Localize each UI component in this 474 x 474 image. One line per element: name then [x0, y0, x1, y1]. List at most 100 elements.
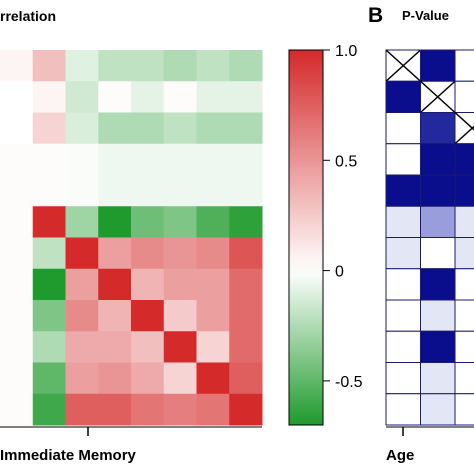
heatmap-cell — [65, 175, 99, 207]
pvalue-cell — [385, 174, 421, 207]
pvalue-cell — [420, 143, 456, 176]
heatmap-cell — [32, 143, 66, 176]
heatmap-cell — [131, 143, 165, 176]
heatmap-cell — [32, 331, 66, 363]
heatmap-cell — [65, 206, 99, 238]
heatmap-cell — [0, 362, 34, 395]
heatmap-cell — [98, 81, 132, 113]
heatmap-cell — [32, 206, 66, 238]
heatmap-cell — [131, 206, 165, 238]
pvalue-cell — [385, 237, 421, 270]
heatmap-cell — [229, 143, 263, 176]
heatmap-cell — [131, 393, 165, 426]
pvalue-cell — [385, 299, 421, 332]
heatmap-cell — [98, 237, 132, 270]
correlation-heatmap — [0, 50, 263, 426]
pvalue-cell — [420, 237, 456, 270]
heatmap-cell — [32, 268, 66, 301]
heatmap-cell — [196, 362, 230, 395]
heatmap-cell — [196, 81, 230, 113]
heatmap-cell — [65, 300, 99, 332]
heatmap-cell — [131, 112, 165, 145]
colorbar-tick-label: -0.5 — [335, 374, 363, 391]
pvalue-cell — [385, 112, 421, 145]
pvalue-cell — [385, 330, 421, 363]
heatmap-cell — [0, 268, 34, 301]
heatmap-cell — [65, 237, 99, 270]
heatmap-cell — [65, 50, 99, 82]
heatmap-cell — [196, 237, 230, 270]
heatmap-cell — [0, 331, 34, 363]
heatmap-cell — [98, 112, 132, 145]
pvalue-cell — [385, 205, 421, 238]
heatmap-cell — [163, 50, 197, 82]
heatmap-cell — [98, 331, 132, 363]
heatmap-cell — [163, 81, 197, 113]
heatmap-cell — [196, 175, 230, 207]
pvalue-heatmap — [385, 49, 474, 426]
heatmap-cell — [65, 362, 99, 395]
panel-b-title: P-Value — [402, 8, 449, 23]
heatmap-cell — [196, 268, 230, 301]
pvalue-cell — [385, 268, 421, 301]
colorbar-ticks: 1.0 0.5 0 -0.5 — [323, 43, 363, 391]
heatmap-cell — [131, 50, 165, 82]
heatmap-cell — [98, 143, 132, 176]
heatmap-cell — [196, 206, 230, 238]
heatmap-cell — [229, 300, 263, 332]
heatmap-cell — [229, 268, 263, 301]
pvalue-cell — [454, 330, 474, 363]
heatmap-cell — [131, 300, 165, 332]
heatmap-cell — [98, 206, 132, 238]
heatmap-cell — [229, 112, 263, 145]
heatmap-cell — [65, 143, 99, 176]
heatmap-cell — [163, 393, 197, 426]
heatmap-cell — [32, 300, 66, 332]
heatmap-cell — [65, 81, 99, 113]
heatmap-cell — [131, 81, 165, 113]
pvalue-cell — [454, 205, 474, 238]
heatmap-cell — [196, 331, 230, 363]
heatmap-cell — [163, 331, 197, 363]
pvalue-cell — [454, 268, 474, 301]
heatmap-cell — [32, 112, 66, 145]
heatmap-cell — [196, 112, 230, 145]
heatmap-cell — [196, 143, 230, 176]
heatmap-cell — [0, 393, 34, 426]
heatmap-cell — [0, 50, 34, 82]
heatmap-cell — [229, 175, 263, 207]
heatmap-cell — [65, 331, 99, 363]
heatmap-cell — [163, 362, 197, 395]
heatmap-cell — [32, 362, 66, 395]
heatmap-cell — [229, 331, 263, 363]
pvalue-cell — [420, 112, 456, 145]
heatmap-cell — [32, 237, 66, 270]
heatmap-cell — [98, 50, 132, 82]
heatmap-cell — [229, 393, 263, 426]
heatmap-cell — [229, 206, 263, 238]
heatmap-cell — [98, 300, 132, 332]
pvalue-cell — [420, 393, 456, 426]
pvalue-cell — [420, 299, 456, 332]
pvalue-cell — [454, 49, 474, 82]
pvalue-cell — [420, 174, 456, 207]
heatmap-cell — [0, 81, 34, 113]
heatmap-cell — [163, 206, 197, 238]
heatmap-cell — [0, 175, 34, 207]
heatmap-cell — [196, 300, 230, 332]
heatmap-cell — [98, 393, 132, 426]
pvalue-cell — [454, 393, 474, 426]
heatmap-cell — [163, 143, 197, 176]
pvalue-cell — [420, 268, 456, 301]
heatmap-cell — [229, 50, 263, 82]
pvalue-cell — [385, 143, 421, 176]
panel-b-x-label: Age — [386, 447, 414, 464]
pvalue-cell — [385, 393, 421, 426]
diagonal-cross-mark — [385, 49, 422, 82]
pvalue-cell — [454, 299, 474, 332]
heatmap-cell — [196, 393, 230, 426]
heatmap-cell — [65, 112, 99, 145]
heatmap-cell — [0, 237, 34, 270]
pvalue-cell — [420, 49, 456, 82]
